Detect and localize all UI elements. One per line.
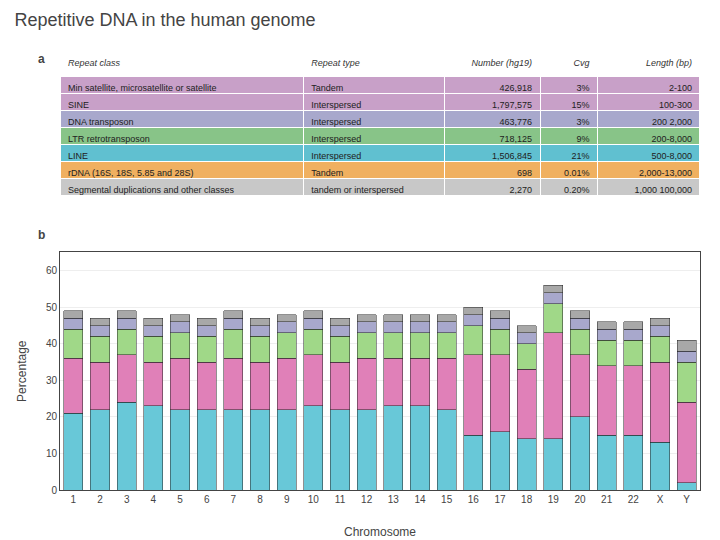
svg-text:5: 5 bbox=[177, 494, 183, 505]
svg-text:LINE: LINE bbox=[68, 151, 88, 161]
svg-text:15: 15 bbox=[441, 494, 453, 505]
svg-text:b: b bbox=[38, 228, 45, 242]
svg-text:Percentage: Percentage bbox=[15, 340, 29, 402]
svg-text:DNA transposon: DNA transposon bbox=[68, 117, 134, 127]
svg-text:Repeat type: Repeat type bbox=[311, 58, 360, 68]
svg-text:Chromosome: Chromosome bbox=[344, 525, 416, 539]
svg-text:4: 4 bbox=[151, 494, 157, 505]
svg-text:Repetitive DNA in the human ge: Repetitive DNA in the human genome bbox=[14, 10, 315, 30]
svg-text:3%: 3% bbox=[577, 117, 590, 127]
svg-text:3%: 3% bbox=[577, 83, 590, 93]
svg-text:40: 40 bbox=[46, 338, 58, 349]
svg-text:10: 10 bbox=[308, 494, 320, 505]
svg-text:0: 0 bbox=[51, 485, 57, 496]
svg-text:1,000 100,000: 1,000 100,000 bbox=[634, 185, 692, 195]
svg-text:13: 13 bbox=[388, 494, 400, 505]
svg-text:200 2,000: 200 2,000 bbox=[652, 117, 692, 127]
svg-text:7: 7 bbox=[231, 494, 237, 505]
svg-text:18: 18 bbox=[521, 494, 533, 505]
svg-text:426,918: 426,918 bbox=[499, 83, 532, 93]
svg-text:1,506,845: 1,506,845 bbox=[492, 151, 532, 161]
svg-text:2: 2 bbox=[97, 494, 103, 505]
svg-text:Interspersed: Interspersed bbox=[311, 151, 361, 161]
svg-text:60: 60 bbox=[46, 265, 58, 276]
svg-text:10: 10 bbox=[46, 448, 58, 459]
svg-text:200-8,000: 200-8,000 bbox=[651, 134, 692, 144]
svg-text:Segmental duplications and oth: Segmental duplications and other classes bbox=[68, 185, 235, 195]
svg-text:22: 22 bbox=[628, 494, 640, 505]
svg-text:X: X bbox=[657, 494, 664, 505]
svg-text:14: 14 bbox=[414, 494, 426, 505]
svg-text:LTR retrotransposon: LTR retrotransposon bbox=[68, 134, 150, 144]
svg-text:Number (hg19): Number (hg19) bbox=[471, 58, 532, 68]
svg-text:11: 11 bbox=[335, 494, 346, 505]
svg-text:0.20%: 0.20% bbox=[564, 185, 590, 195]
svg-text:21: 21 bbox=[601, 494, 613, 505]
svg-text:100-300: 100-300 bbox=[659, 100, 692, 110]
svg-text:Repeat class: Repeat class bbox=[68, 58, 121, 68]
svg-text:15%: 15% bbox=[572, 100, 590, 110]
svg-text:17: 17 bbox=[494, 494, 506, 505]
svg-text:8: 8 bbox=[257, 494, 263, 505]
svg-text:20: 20 bbox=[574, 494, 586, 505]
svg-text:16: 16 bbox=[468, 494, 480, 505]
svg-text:20: 20 bbox=[46, 411, 58, 422]
svg-text:500-8,000: 500-8,000 bbox=[651, 151, 692, 161]
svg-text:21%: 21% bbox=[572, 151, 590, 161]
svg-text:Y: Y bbox=[683, 494, 690, 505]
svg-text:50: 50 bbox=[46, 302, 58, 313]
svg-text:tandem or interspersed: tandem or interspersed bbox=[311, 185, 404, 195]
svg-text:SINE: SINE bbox=[68, 100, 89, 110]
svg-text:Interspersed: Interspersed bbox=[311, 117, 361, 127]
svg-text:2,000-13,000: 2,000-13,000 bbox=[639, 168, 692, 178]
svg-text:Min satellite, microsatellite: Min satellite, microsatellite or satelli… bbox=[68, 83, 217, 93]
svg-text:0.01%: 0.01% bbox=[564, 168, 590, 178]
svg-text:12: 12 bbox=[361, 494, 373, 505]
svg-text:2-100: 2-100 bbox=[669, 83, 692, 93]
svg-text:718,125: 718,125 bbox=[499, 134, 532, 144]
svg-text:Tandem: Tandem bbox=[311, 83, 343, 93]
svg-text:9%: 9% bbox=[577, 134, 590, 144]
svg-text:30: 30 bbox=[46, 375, 58, 386]
svg-text:Tandem: Tandem bbox=[311, 168, 343, 178]
svg-text:2,270: 2,270 bbox=[509, 185, 532, 195]
svg-text:Cvg: Cvg bbox=[574, 58, 590, 68]
svg-text:19: 19 bbox=[548, 494, 560, 505]
svg-text:698: 698 bbox=[517, 168, 532, 178]
svg-text:3: 3 bbox=[124, 494, 130, 505]
svg-text:Interspersed: Interspersed bbox=[311, 134, 361, 144]
svg-text:9: 9 bbox=[284, 494, 290, 505]
svg-text:rDNA (16S, 18S, 5.85 and 28S): rDNA (16S, 18S, 5.85 and 28S) bbox=[68, 168, 194, 178]
svg-text:6: 6 bbox=[204, 494, 210, 505]
svg-text:Length (bp): Length (bp) bbox=[646, 58, 692, 68]
svg-text:463,776: 463,776 bbox=[499, 117, 532, 127]
svg-text:1: 1 bbox=[71, 494, 77, 505]
svg-text:1,797,575: 1,797,575 bbox=[492, 100, 532, 110]
svg-text:a: a bbox=[38, 52, 45, 66]
svg-text:Interspersed: Interspersed bbox=[311, 100, 361, 110]
